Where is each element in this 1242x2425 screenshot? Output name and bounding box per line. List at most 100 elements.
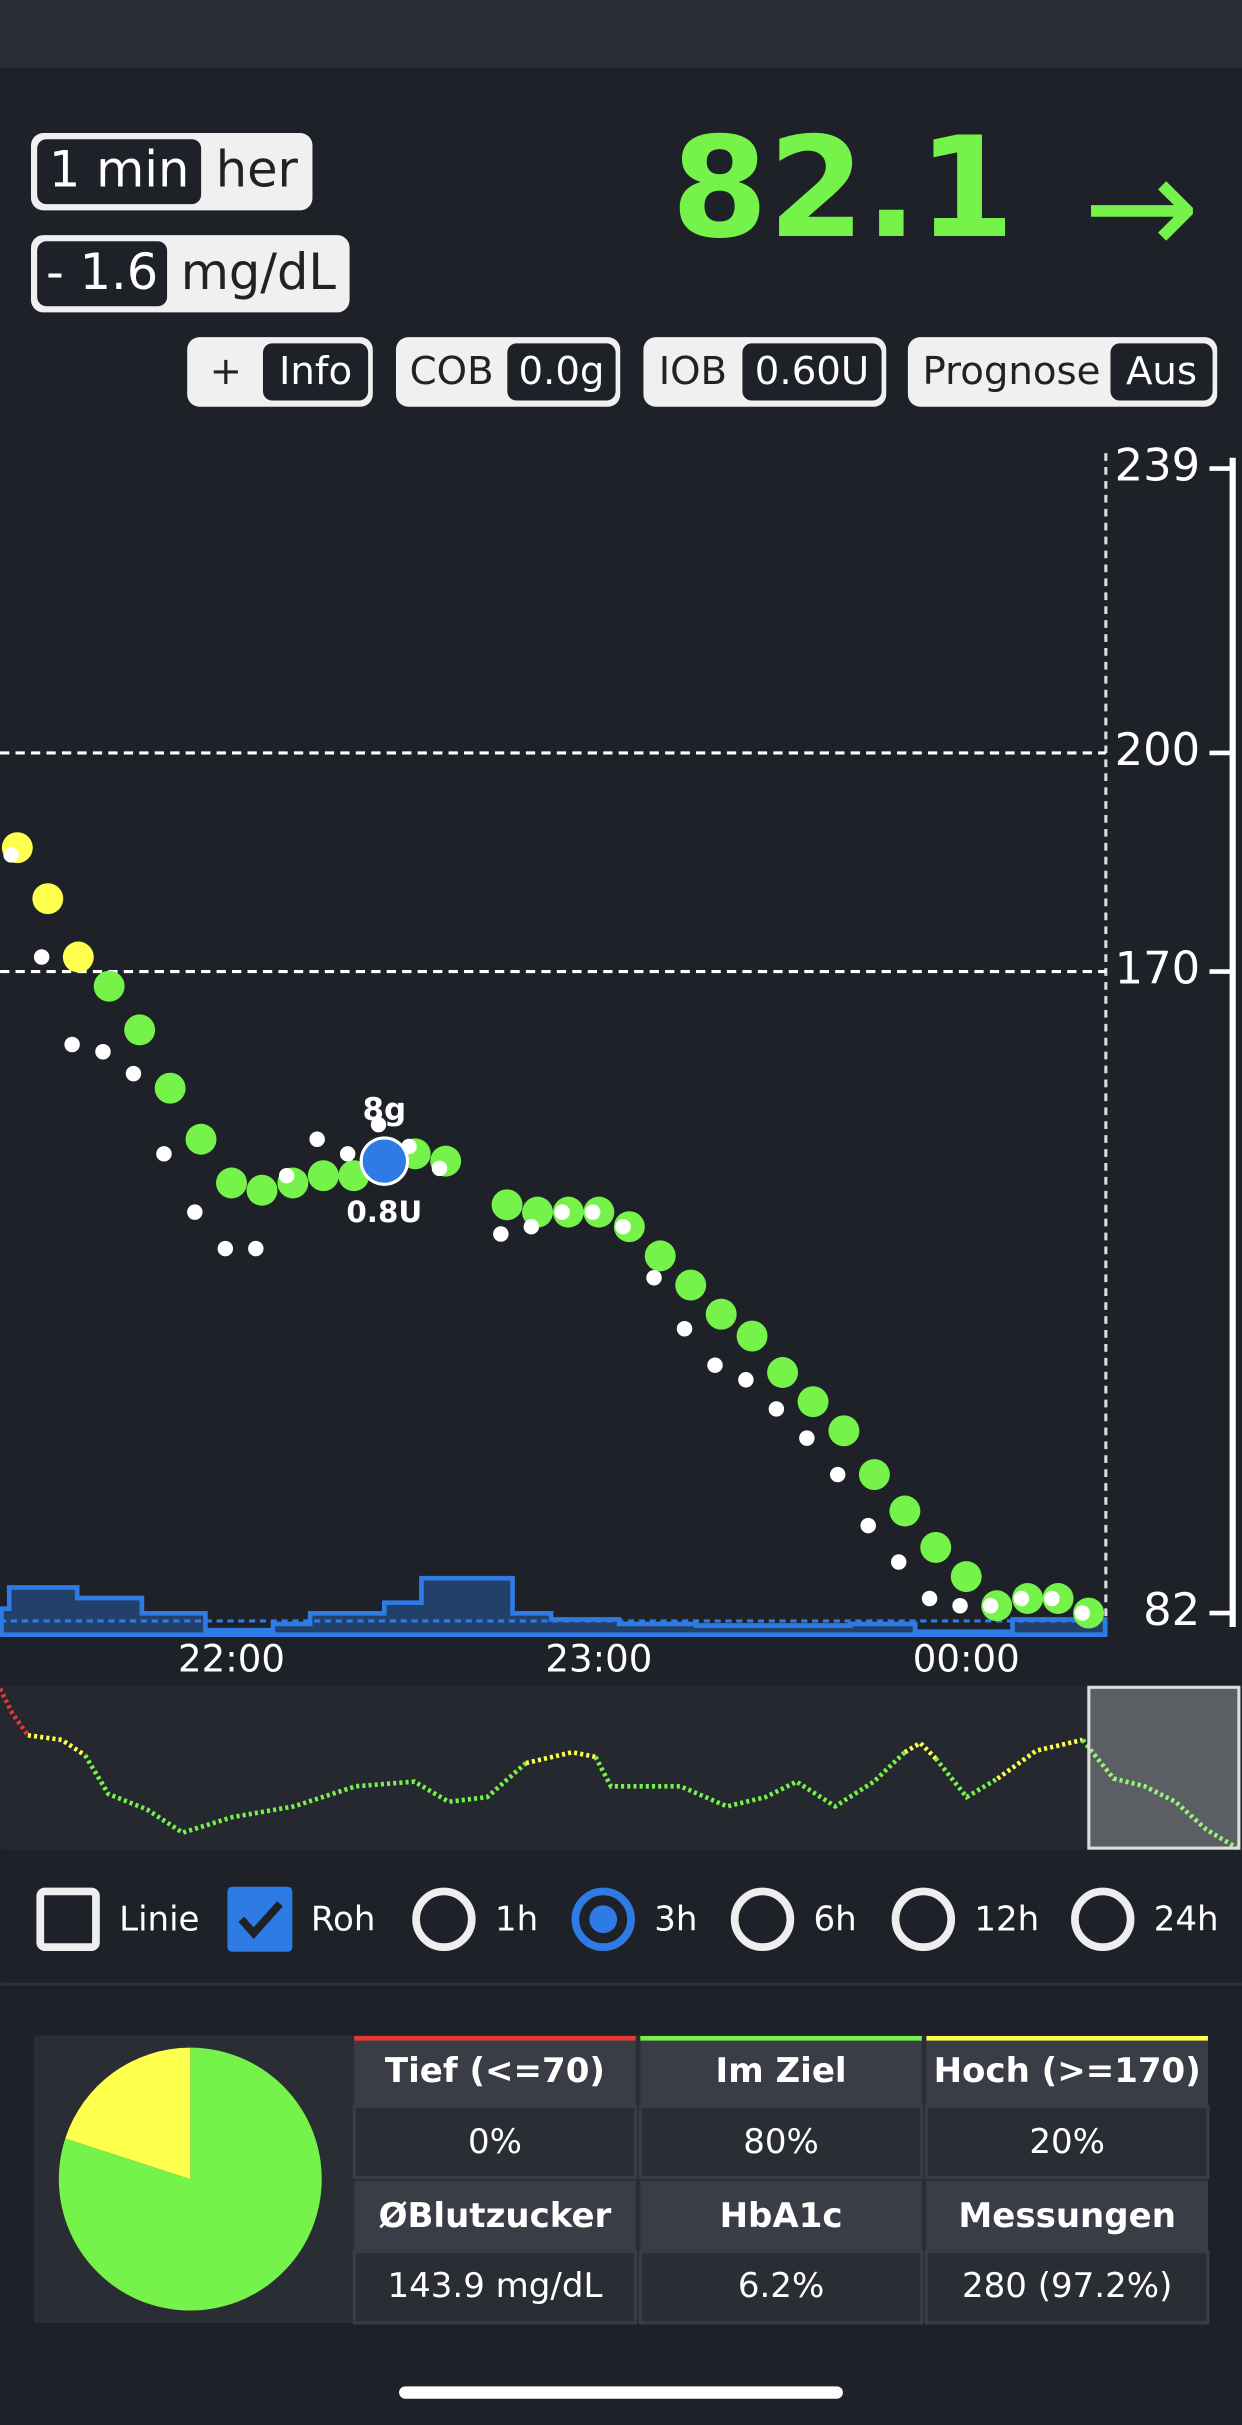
raw-dot	[64, 1036, 80, 1053]
table-header: Tief (<=70)	[385, 2051, 605, 2091]
radio[interactable]	[571, 1887, 635, 1951]
radio[interactable]	[730, 1887, 795, 1951]
raw-dot	[523, 1218, 540, 1235]
bg-value: 82.1	[671, 107, 1014, 269]
raw-dot	[95, 1044, 111, 1060]
x-tick-label: 23:00	[545, 1638, 652, 1681]
table-header: Im Ziel	[716, 2051, 847, 2091]
pill-inner	[37, 139, 202, 205]
glucose-dot	[93, 970, 125, 1002]
pill-inner	[507, 343, 616, 401]
control-label: 24h	[1154, 1899, 1219, 1939]
pie-slice	[58, 2047, 322, 2311]
pill-label: Prognose	[923, 349, 1101, 394]
radio[interactable]	[412, 1887, 476, 1951]
glucose-dot	[216, 1167, 247, 1199]
table-cell	[638, 2104, 924, 2180]
control-label: Roh	[311, 1899, 375, 1939]
glucose-dot	[920, 1531, 952, 1563]
y-tick-label: 239	[1115, 439, 1201, 492]
pill-label: her	[216, 141, 299, 199]
control-label: 12h	[974, 1899, 1039, 1939]
checkbox[interactable]	[36, 1887, 100, 1951]
raw-dot	[370, 1116, 387, 1133]
raw-dot	[952, 1598, 968, 1614]
table-header: ØBlutzucker	[379, 2196, 612, 2236]
x-tick-label: 00:00	[913, 1638, 1020, 1681]
glucose-dot	[32, 883, 64, 915]
raw-dot	[1044, 1590, 1060, 1607]
pill-label: mg/dL	[181, 243, 337, 301]
raw-dot	[646, 1270, 662, 1286]
navigator-line	[83, 1754, 528, 1836]
glucose-dot	[185, 1123, 217, 1155]
raw-dot	[278, 1167, 295, 1184]
home-indicator	[399, 2386, 843, 2399]
glucose-dot	[62, 941, 94, 973]
control-label: 3h	[654, 1899, 697, 1939]
pill-inner	[742, 343, 882, 401]
radio[interactable]	[1071, 1887, 1135, 1951]
glucose-dot	[797, 1386, 829, 1418]
x-tick-label: 22:00	[178, 1638, 285, 1681]
raw-dot	[799, 1430, 815, 1446]
radio[interactable]	[891, 1887, 956, 1951]
pill-label: +	[210, 349, 242, 394]
raw-dot	[309, 1131, 325, 1147]
pie-slice	[65, 2047, 191, 2180]
navigator-line	[525, 1749, 596, 1766]
control-label: 1h	[495, 1899, 538, 1939]
glucose-dot	[705, 1298, 737, 1330]
raw-dot	[156, 1146, 172, 1162]
glucose-dot	[154, 1072, 186, 1104]
table-header-cell	[354, 2180, 636, 2252]
insulin-label: 0.8U	[346, 1195, 422, 1229]
glucose-dot	[950, 1561, 982, 1593]
table-header-cell	[926, 2038, 1208, 2107]
trend-arrow: →	[1083, 126, 1200, 288]
table-cell	[352, 2250, 638, 2325]
pill-label: IOB	[659, 349, 727, 394]
carbs-label: 8g	[362, 1092, 406, 1128]
raw-dot	[921, 1590, 938, 1607]
raw-dot	[829, 1466, 846, 1483]
glucose-dot	[246, 1174, 278, 1206]
table-header-cell	[640, 2038, 922, 2107]
glucose-dot	[889, 1495, 921, 1527]
basal-area	[0, 1575, 1108, 1638]
y-tick-label: 170	[1115, 942, 1201, 995]
table-cell	[924, 2250, 1210, 2325]
navigator-line	[593, 1750, 907, 1810]
table-cell	[924, 2104, 1210, 2180]
raw-dot	[676, 1321, 693, 1337]
raw-dot	[217, 1240, 234, 1257]
glucose-dot	[491, 1189, 523, 1221]
navigator-window[interactable]	[1087, 1685, 1241, 1850]
pill-value: Info	[279, 349, 352, 394]
table-header: Hoch (>=170)	[934, 2051, 1201, 2091]
raw-dot	[1074, 1605, 1091, 1621]
glucose-dot	[767, 1357, 799, 1388]
raw-dot	[3, 847, 19, 863]
treatment[interactable]	[359, 1136, 410, 1186]
table-header-cell	[640, 2180, 922, 2252]
pill-inner	[1110, 343, 1213, 401]
pill-value: 1 min	[49, 141, 189, 199]
table-value: 20%	[1029, 2122, 1105, 2162]
glucose-dot	[644, 1240, 676, 1272]
table-header-cell	[354, 2038, 636, 2107]
checkbox[interactable]	[227, 1886, 293, 1952]
checkmark	[238, 1901, 283, 1940]
table-header: HbA1c	[720, 2196, 843, 2236]
navigator	[0, 1685, 1242, 1850]
table-cell	[638, 2250, 924, 2325]
navigator-line	[1080, 1738, 1239, 1851]
glucose-dot	[858, 1459, 890, 1491]
raw-dot	[187, 1204, 203, 1220]
raw-dot	[339, 1146, 356, 1162]
raw-dot	[33, 949, 50, 965]
table-value: 6.2%	[738, 2266, 824, 2306]
raw-dot	[707, 1357, 723, 1373]
navigator-line	[903, 1740, 938, 1761]
